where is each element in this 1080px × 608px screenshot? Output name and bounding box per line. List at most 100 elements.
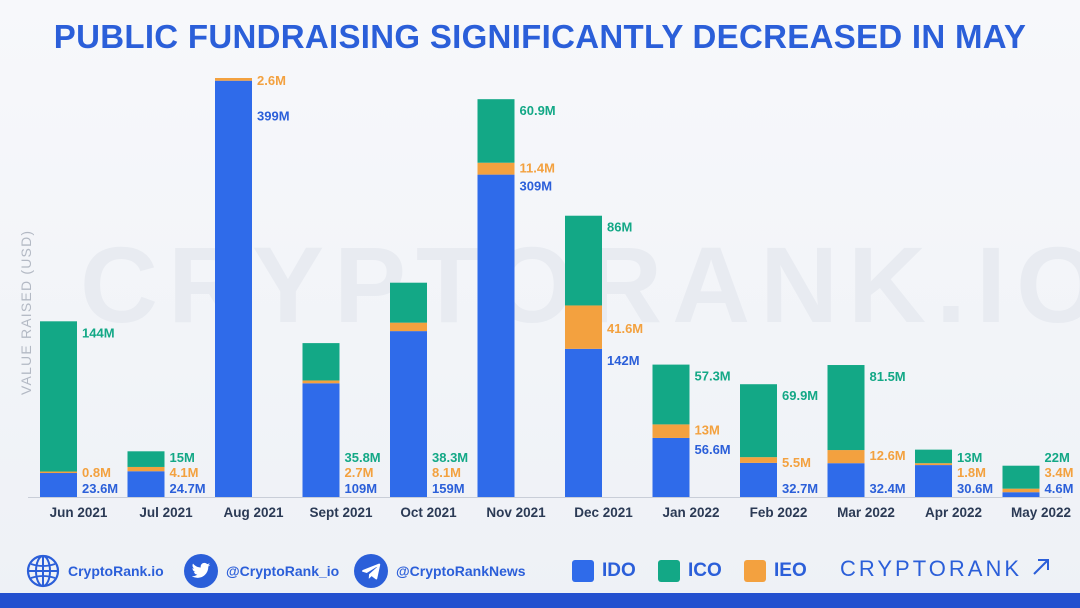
- legend-swatch-ico: [658, 560, 680, 582]
- brand-logo: CRYPTORANK: [840, 556, 1050, 582]
- category-label: Mar 2022: [837, 505, 895, 520]
- bar-group: [215, 78, 252, 497]
- bar-ieo: [652, 424, 690, 438]
- category-label: Oct 2021: [400, 505, 457, 520]
- value-label-ieo: 2.6M: [257, 73, 286, 88]
- twitter-label: @CryptoRank_io: [226, 563, 340, 579]
- legend-swatch-ieo: [744, 560, 766, 582]
- bar-ido: [302, 383, 340, 497]
- bar-ico: [1002, 465, 1040, 489]
- bar-ieo: [1002, 488, 1040, 493]
- telegram-link[interactable]: @CryptoRankNews: [354, 554, 526, 588]
- website-label: CryptoRank.io: [68, 563, 164, 579]
- bar-group: [40, 321, 77, 497]
- bar-ido: [127, 471, 165, 497]
- twitter-bird-icon: [184, 554, 218, 588]
- twitter-link[interactable]: @CryptoRank_io: [184, 554, 339, 588]
- bar-ido: [390, 331, 427, 497]
- bar-group: [127, 451, 165, 497]
- value-label-ido: 32.7M: [782, 481, 818, 496]
- chart-title: PUBLIC FUNDRAISING SIGNIFICANTLY DECREAS…: [53, 18, 1027, 55]
- bar-group: [740, 384, 777, 497]
- bar-ieo: [915, 463, 952, 466]
- category-label: Nov 2021: [486, 505, 546, 520]
- category-label: Jan 2022: [662, 505, 719, 520]
- bar-ieo: [827, 450, 865, 464]
- arrow-up-right-icon: [1032, 556, 1050, 582]
- value-label-ido: 4.6M: [1045, 481, 1074, 496]
- value-label-ico: 144M: [82, 325, 115, 340]
- bar-ico: [827, 365, 865, 451]
- telegram-label: @CryptoRankNews: [396, 563, 526, 579]
- bar-ieo: [40, 471, 77, 474]
- value-label-ido: 23.6M: [82, 481, 118, 496]
- bar-ido: [477, 174, 515, 497]
- bar-ido: [40, 472, 77, 497]
- bar-ido: [1002, 492, 1040, 497]
- category-label: Jul 2021: [139, 505, 193, 520]
- bar-ido: [740, 462, 777, 497]
- value-label-ieo: 8.1M: [432, 465, 461, 480]
- value-label-ido: 32.4M: [870, 481, 906, 496]
- bar-ieo: [740, 457, 777, 463]
- bar-ico: [40, 321, 77, 472]
- website-link[interactable]: CryptoRank.io: [26, 554, 164, 588]
- bar-ieo: [127, 466, 165, 472]
- legend-swatch-ido: [572, 560, 594, 582]
- legend-label-ico: ICO: [688, 560, 722, 581]
- bar-ico: [565, 215, 602, 306]
- value-label-ido: 56.6M: [695, 442, 731, 457]
- value-label-ico: 69.9M: [782, 388, 818, 403]
- value-label-ido: 142M: [607, 353, 640, 368]
- bar-ido: [915, 465, 952, 497]
- bar-ico: [915, 449, 952, 464]
- value-label-ico: 86M: [607, 220, 632, 235]
- bar-ido: [215, 80, 252, 497]
- value-label-ico: 60.9M: [520, 103, 556, 118]
- legend-label-ido: IDO: [602, 560, 636, 581]
- value-label-ico: 15M: [170, 450, 195, 465]
- bar-group: [477, 99, 515, 497]
- telegram-plane-icon: [354, 554, 388, 588]
- value-label-ieo: 2.7M: [345, 465, 374, 480]
- value-label-ieo: 4.1M: [170, 465, 199, 480]
- bar-group: [302, 343, 340, 497]
- value-label-ieo: 0.8M: [82, 465, 111, 480]
- bottom-accent-bar: [0, 593, 1080, 608]
- bar-ico: [390, 282, 427, 323]
- value-label-ico: 22M: [1045, 450, 1070, 465]
- category-label: Apr 2022: [925, 505, 982, 520]
- value-label-ido: 24.7M: [170, 481, 206, 496]
- category-label: Feb 2022: [750, 505, 808, 520]
- value-label-ido: 30.6M: [957, 481, 993, 496]
- value-label-ico: 81.5M: [870, 369, 906, 384]
- bar-ico: [127, 451, 165, 467]
- bar-ico: [477, 99, 515, 163]
- bar-group: [390, 282, 427, 497]
- value-label-ico: 57.3M: [695, 369, 731, 384]
- category-label: Dec 2021: [574, 505, 633, 520]
- bar-group: [565, 215, 602, 497]
- bar-group: [652, 364, 690, 497]
- value-label-ieo: 1.8M: [957, 465, 986, 480]
- bar-ieo: [477, 162, 515, 175]
- bar-ido: [827, 463, 865, 497]
- category-label: Sept 2021: [309, 505, 373, 520]
- value-label-ieo: 12.6M: [870, 448, 906, 463]
- bar-ico: [652, 364, 690, 425]
- bar-ico: [302, 343, 340, 381]
- category-label: May 2022: [1011, 505, 1071, 520]
- bar-ieo: [215, 78, 252, 81]
- category-label: Aug 2021: [223, 505, 284, 520]
- value-label-ieo: 11.4M: [520, 161, 555, 176]
- brand-text: CRYPTORANK: [840, 556, 1023, 581]
- value-label-ico: 13M: [957, 450, 982, 465]
- bar-ieo: [302, 380, 340, 384]
- value-label-ido: 309M: [520, 179, 553, 194]
- bar-ido: [652, 437, 690, 497]
- globe-icon: [26, 554, 60, 588]
- legend-item-ido: IDO: [572, 556, 636, 586]
- bar-group: [1002, 465, 1040, 497]
